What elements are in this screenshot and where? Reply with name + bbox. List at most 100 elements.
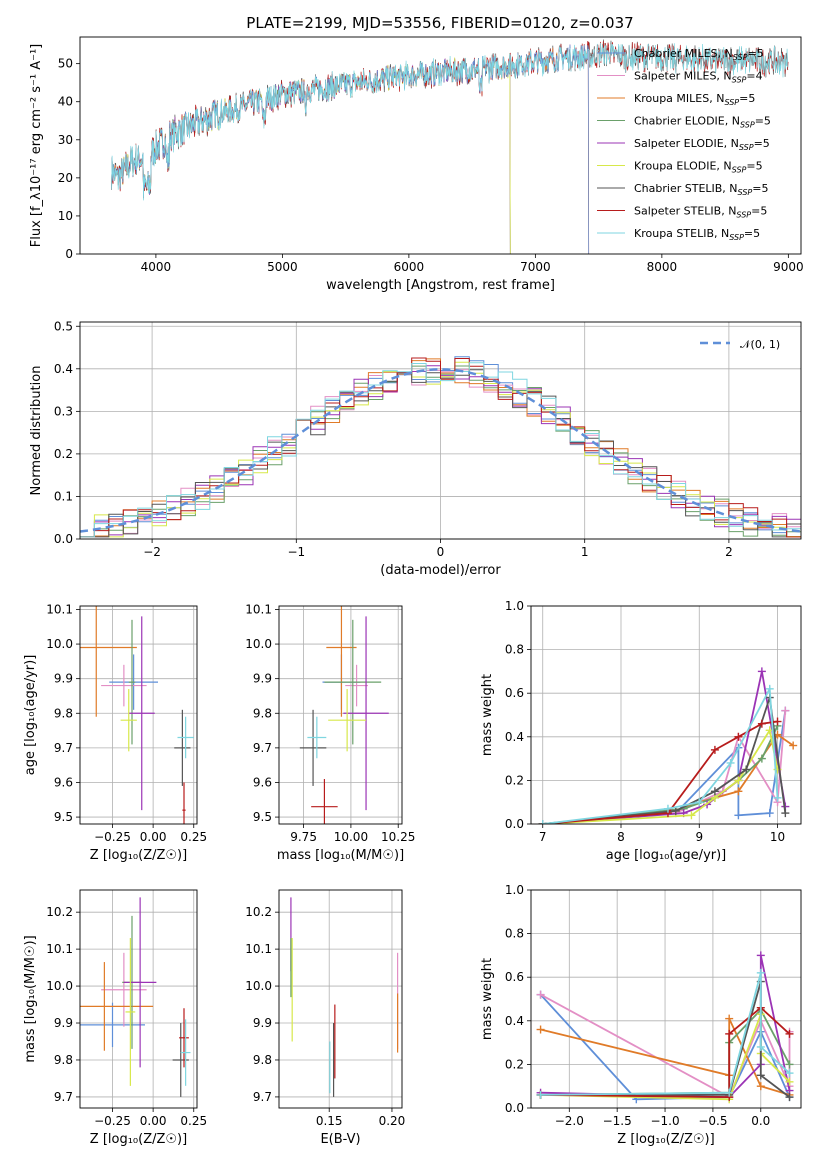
y-axis-label: Flux [f_λ10⁻¹⁷ erg cm⁻² s⁻¹ A⁻¹] [29,44,44,248]
x-tick-label: 10.00 [334,830,368,844]
x-tick-label: −1.0 [650,1114,679,1128]
x-tick-label: 0.00 [140,1114,167,1128]
panel-mass-vs-EBV: 0.15 0.20 9.7 9.8 9.9 10.0 10.1 10.2 E(B-V) [245,889,405,1147]
panel-age-vs-mass: 9.75 10.00 10.25 9.5 9.6 9.7 9.8 9.9 10.0 10.1 mas… [245,602,415,863]
y-tick-label: 9.8 [54,706,73,720]
x-axis-label: E(B-V) [320,1132,360,1147]
x-tick-label: −0.5 [698,1114,727,1128]
errorbar-point [128,619,136,745]
weight-marker [765,809,774,818]
y-tick-label: 1.0 [505,883,524,897]
weight-marker [756,951,765,960]
plot-area-age-vs-Z [80,606,194,824]
weight-marker [756,1082,765,1091]
weight-marker [734,811,743,820]
spectrum-line-salpeter-elodie [111,56,511,254]
weight-marker [536,990,545,999]
y-tick-label: 9.6 [54,775,73,789]
weight-marker [725,1088,734,1097]
plot-area-mass-vs-EBV [290,897,399,1097]
plot-area-weight-vs-age [538,667,798,824]
panel-spectrum: 4000 5000 6000 7000 8000 9000 0 10 20 30 40 50 wavel… [29,36,804,293]
panel-age-vs-Z: −0.25 0.00 0.25 9.5 9.6 9.7 9.8 9.9 10.0 10.1 Z [l… [23,602,207,863]
y-tick-label: 0.2 [505,1057,524,1071]
panel-weight-vs-age: 7 8 9 10 0.0 0.2 0.4 0.6 0.8 1.0 age [log₁₀(age/yr… [480,599,802,863]
y-tick-label: 10.2 [245,905,272,919]
y-tick-label: 9.7 [253,741,272,755]
x-tick-label: 1 [581,545,589,559]
y-tick-label: 10.1 [245,602,272,616]
weight-marker [773,717,782,726]
y-tick-label: 10.0 [245,979,272,993]
y-tick-label: 0.0 [505,1101,524,1115]
histogram-kroupa-stelib [80,362,801,538]
axes-frame [278,889,403,1109]
spectrum-legend: Chabrier MILES, NSSP=5 Salpeter MILES, NS… [597,47,771,242]
x-tick-label: 0.15 [316,1114,343,1128]
y-tick-label: 0.6 [505,970,524,984]
weight-marker [687,811,696,820]
errorbar-point [180,1019,191,1086]
weight-marker [785,1077,794,1086]
x-tick-label: 9000 [773,260,804,274]
weight-marker [710,745,719,754]
axes-frame [278,605,403,825]
errorbar-point [343,616,389,811]
weight-marker [695,798,704,807]
errorbar-point [326,606,357,717]
y-tick-label: 9.7 [253,1090,272,1104]
errorbar-point [179,1008,189,1068]
y-axis-label: mass weight [480,674,495,756]
weight-marker [757,754,766,763]
y-tick-label: 0.2 [54,447,73,461]
weight-marker [756,968,765,977]
legend-entry: 𝒩(0, 1) [740,338,780,351]
axes-frame [79,605,198,825]
errorbar-point [328,689,367,752]
plot-area-weight-vs-Z [536,951,794,1104]
x-tick-label: 6000 [394,260,425,274]
x-axis-label: Z [log₁₀(Z/Z☉)] [90,848,187,863]
x-tick-label: 4000 [141,260,172,274]
weight-marker [757,719,766,728]
legend-entry: Kroupa ELODIE, NSSP=5 [634,160,763,175]
y-tick-label: 9.9 [253,672,272,686]
weight-line-chabrier-stelib [542,697,787,824]
weight-marker [726,758,735,767]
errorbar-point [101,952,147,1027]
y-tick-label: 9.8 [253,706,272,720]
axes-frame [530,889,802,1109]
y-tick-label: 40 [58,95,73,109]
spectrum-line-kroupa-elodie [111,56,511,254]
errorbar-point [182,782,186,824]
y-tick-label: 10.1 [245,942,272,956]
weight-marker [785,1093,794,1102]
x-axis-label: wavelength [Angstrom, rest frame] [326,278,555,293]
errorbar-point [123,897,157,1068]
y-tick-label: 10 [58,209,73,223]
x-tick-label: 0 [437,545,445,559]
y-tick-label: 9.7 [54,1090,73,1104]
weight-line-kroupa-elodie [542,727,779,824]
y-axis-label: Normed distribution [29,366,44,496]
panel-residuals: −2 −1 0 1 2 0.0 0.1 0.2 0.3 0.4 0.5 (data-model)/er… [29,319,802,578]
x-tick-label: 0.0 [751,1114,770,1128]
errorbar-point [307,716,327,759]
legend-entry: Chabrier ELODIE, NSSP=5 [634,115,771,130]
y-tick-label: 9.9 [54,672,73,686]
y-tick-label: 0.2 [505,773,524,787]
x-tick-label: 9 [695,830,703,844]
plot-area-spectrum [111,39,789,254]
axes-frame [79,36,802,255]
y-tick-label: 9.6 [253,775,272,789]
weight-marker [756,1042,765,1051]
y-tick-label: 50 [58,57,73,71]
x-tick-label: 0.00 [140,830,167,844]
weight-marker [785,1069,794,1078]
y-axis-label: age [log₁₀(age/yr)] [23,655,38,776]
y-tick-label: 9.9 [54,1016,73,1030]
axes-frame [79,321,802,540]
x-tick-label: 7 [539,830,547,844]
figure-title: PLATE=2199, MJD=53556, FIBERID=0120, z=0… [246,14,633,32]
